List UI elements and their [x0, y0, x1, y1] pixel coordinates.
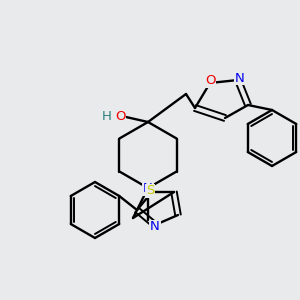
Text: N: N	[143, 182, 153, 194]
Text: N: N	[150, 220, 160, 233]
Text: O: O	[205, 74, 215, 88]
Text: H: H	[102, 110, 112, 124]
Text: O: O	[115, 110, 125, 124]
Text: S: S	[146, 184, 154, 197]
Text: N: N	[235, 71, 245, 85]
